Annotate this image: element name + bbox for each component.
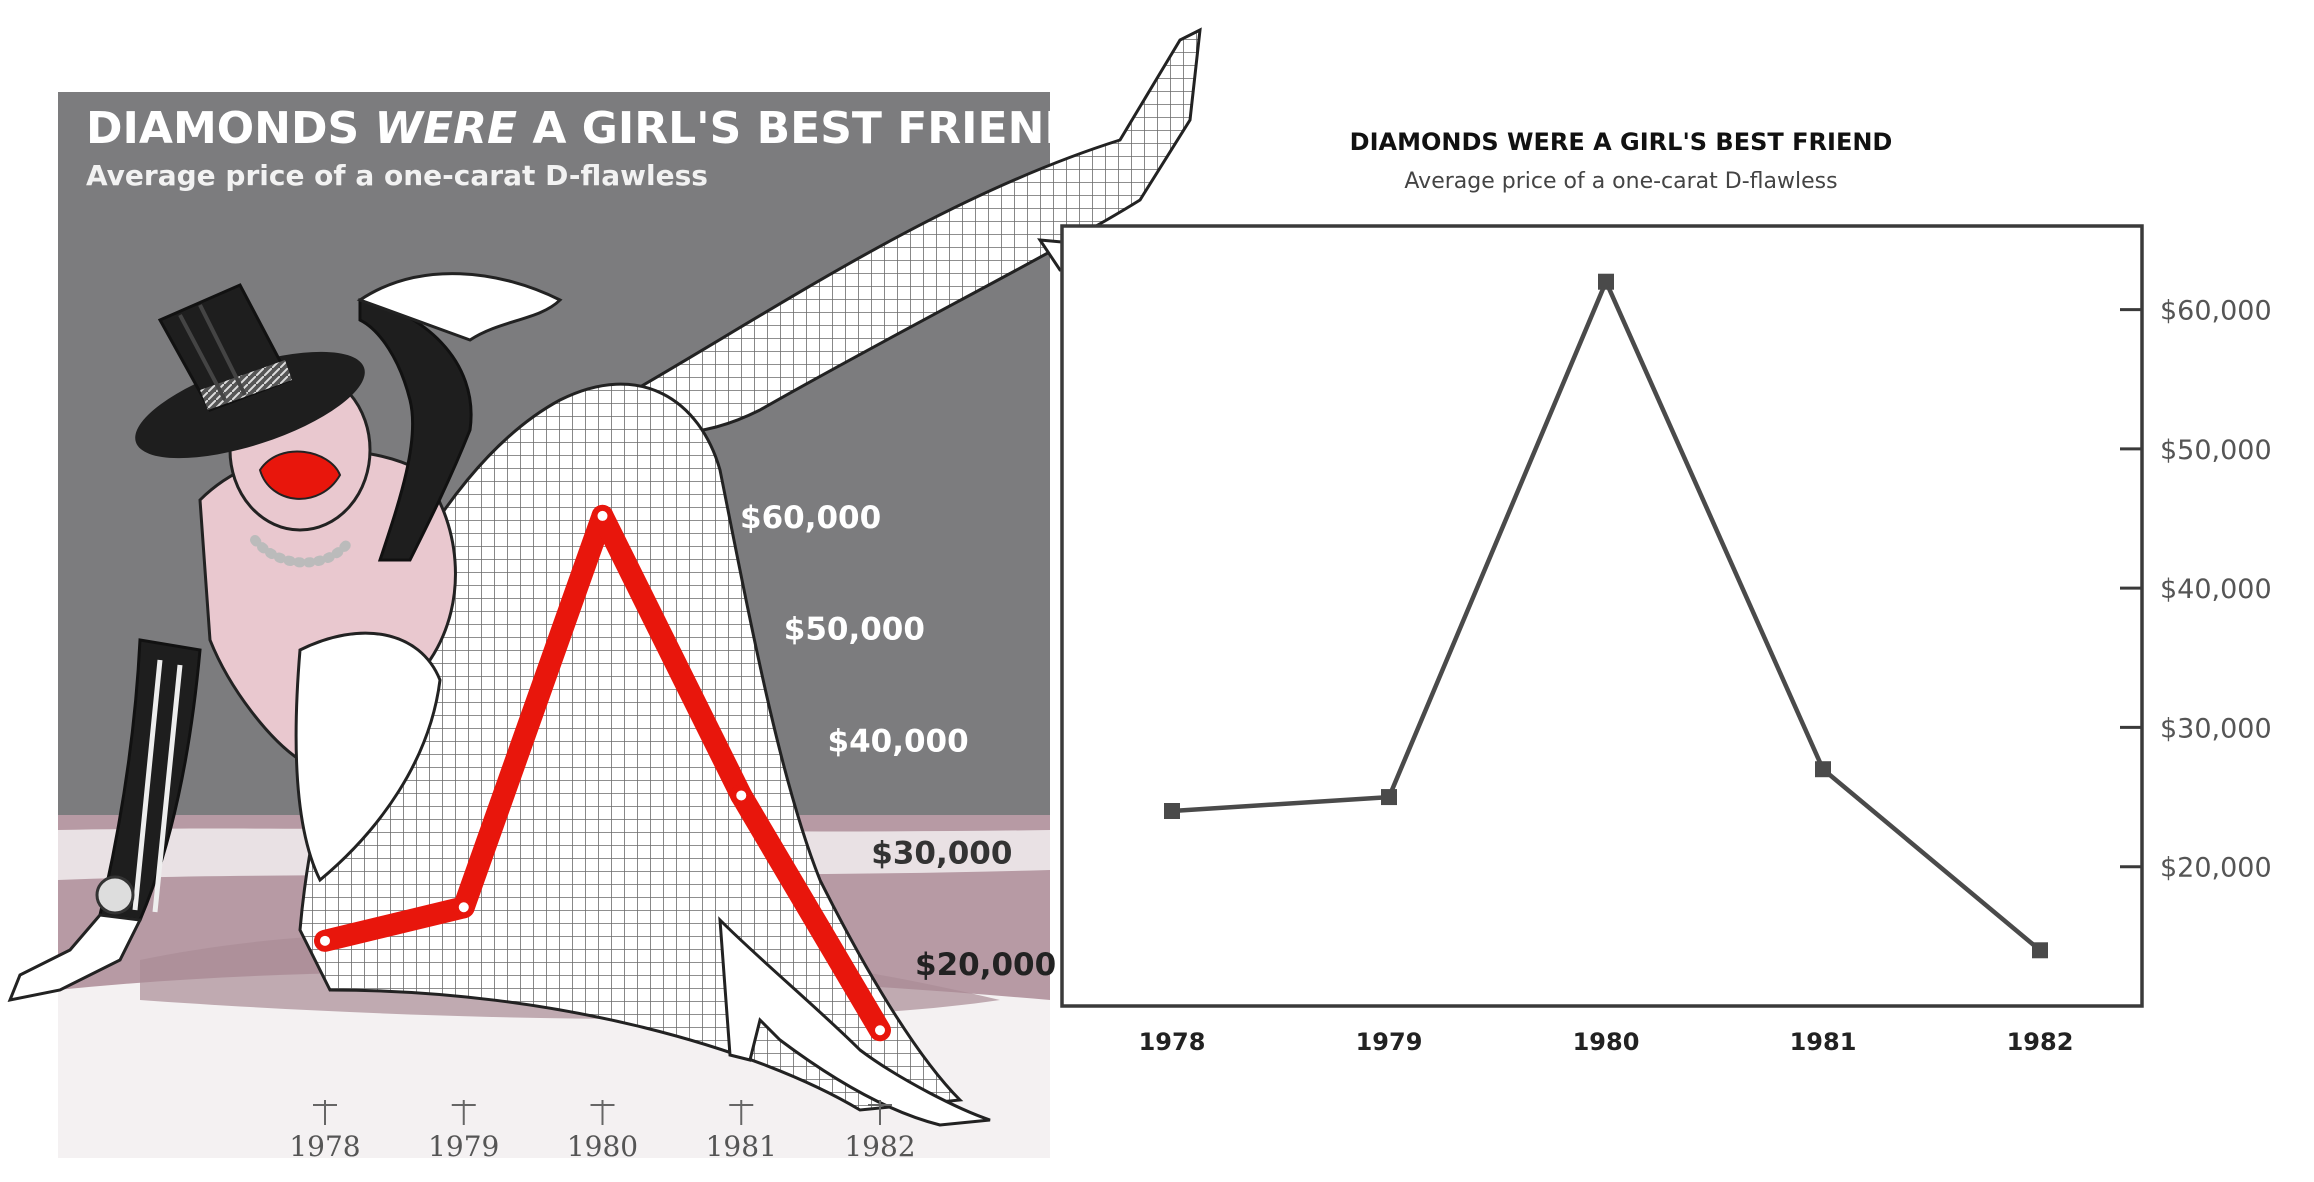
raised-arm-upper [356,272,563,342]
raised-shoe [1037,238,1152,272]
left-title-part-1: DIAMONDS [86,103,375,154]
left-y-tick-label: $60,000 [740,500,881,536]
bracelet [95,875,135,915]
leg-grid [298,382,964,1112]
left-hand [7,913,143,1003]
left-price-line [314,504,891,1042]
left-x-tick-label: 1978 [289,1130,360,1163]
left-chart-subtitle: Average price of a one-carat D-flawless [86,159,708,192]
necklace [250,535,355,568]
left-data-point [875,1025,885,1036]
left-chart-title: DIAMONDS WERE A GIRL'S BEST FRIEND [86,103,1081,154]
left-data-point [597,510,608,521]
left-x-tick-label: 1981 [706,1130,777,1163]
left-data-point [736,790,747,801]
left-x-tick-label: 1979 [428,1130,499,1163]
hat-stripes [178,304,247,401]
left-line-segment [730,784,891,1042]
left-y-tick-label: $50,000 [784,612,925,648]
corset [294,631,442,883]
raised-arm [358,298,473,562]
left-data-point [320,935,330,946]
left-data-point [458,902,469,913]
left-line-segment [452,504,614,919]
left-title-part-2: WERE [375,103,518,154]
lips [258,450,342,500]
hat-brim [135,351,365,459]
left-y-tick-label: $20,000 [915,947,1056,983]
left-x-axis: 1978 1979 1980 1981 1982 [289,1100,916,1163]
left-title-part-3: A GIRL'S BEST FRIEND [517,103,1081,154]
left-y-tick-label: $30,000 [871,835,1012,871]
left-line-segment [591,504,753,807]
lower-shoe [718,916,991,1127]
left-x-tick-label: 1980 [567,1130,638,1163]
left-x-tick-label: 1982 [844,1130,915,1163]
left-line-segment [314,896,475,952]
left-glove-stripes [132,659,183,913]
left-y-axis-labels: $20,000 $30,000 $40,000 $50,000 $60,000 [740,500,1056,983]
left-y-tick-label: $40,000 [828,724,969,760]
raised-leg [597,27,1202,434]
